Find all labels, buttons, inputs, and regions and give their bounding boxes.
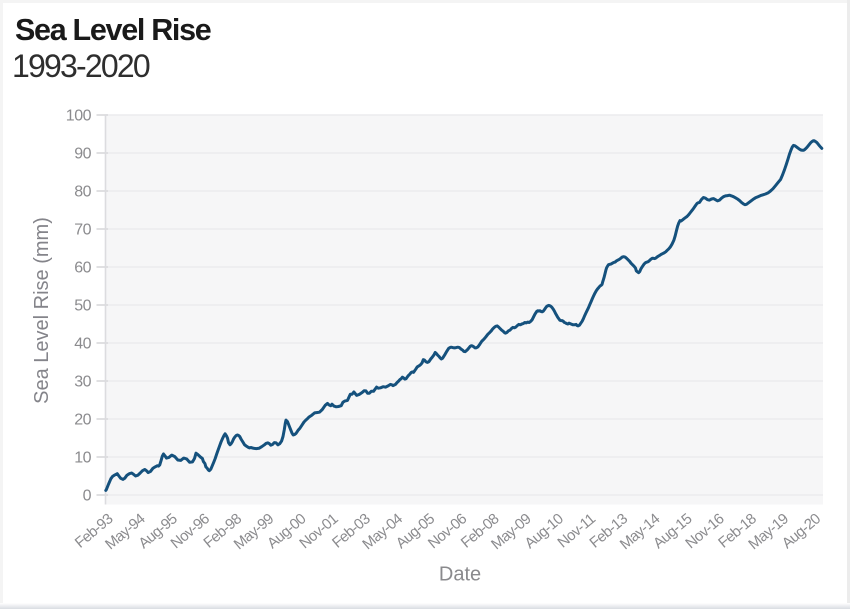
svg-text:30: 30 [74, 374, 91, 391]
svg-text:70: 70 [74, 222, 91, 239]
svg-text:Sea Level Rise (mm): Sea Level Rise (mm) [31, 217, 53, 404]
svg-text:100: 100 [66, 108, 92, 125]
svg-text:90: 90 [74, 146, 91, 163]
svg-text:20: 20 [74, 412, 91, 429]
svg-text:60: 60 [74, 260, 91, 277]
svg-text:10: 10 [74, 450, 91, 467]
svg-text:40: 40 [74, 336, 91, 353]
svg-text:80: 80 [74, 184, 91, 201]
svg-text:50: 50 [74, 298, 91, 315]
svg-text:0: 0 [83, 488, 92, 505]
svg-text:Date: Date [439, 564, 481, 586]
